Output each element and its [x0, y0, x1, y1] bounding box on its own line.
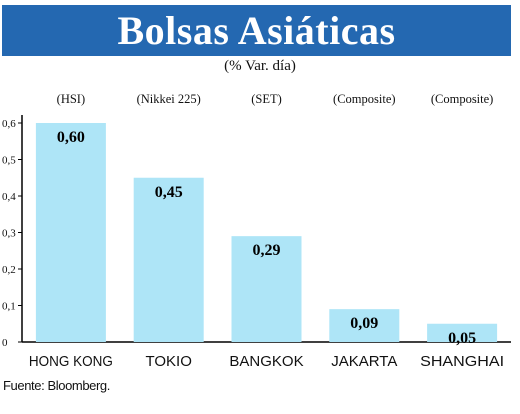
chart-subtitle: (% Var. día)	[224, 58, 296, 74]
bar	[231, 236, 302, 342]
bar-value-label: 0,05	[448, 330, 476, 347]
index-name-labels: (HSI) (Nikkei 225) (SET) (Composite) (Compos…	[57, 92, 494, 106]
bars: 0,60 0,45 0,29 0,09 0,05	[35, 123, 498, 347]
bar	[35, 123, 106, 342]
index-name-label: (HSI)	[57, 92, 85, 106]
y-tick-label: 0,2	[2, 264, 16, 276]
index-name-label: (Composite)	[431, 92, 494, 106]
bar	[133, 177, 204, 342]
index-name-label: (Composite)	[333, 92, 396, 106]
y-tick-label: 0,5	[2, 155, 16, 167]
bar-value-label: 0,60	[57, 129, 85, 146]
y-tick-label: 0	[2, 337, 8, 349]
y-tick-label: 0,1	[2, 301, 16, 313]
category-label: TOKIO	[145, 353, 191, 370]
bar-value-label: 0,09	[350, 315, 378, 332]
category-label: SHANGHAI	[420, 353, 504, 370]
bar	[427, 323, 498, 342]
index-name-label: (Nikkei 225)	[137, 92, 201, 106]
y-tick-label: 0,3	[2, 228, 16, 240]
chart-title: Bolsas Asiáticas	[117, 8, 396, 53]
category-labels: HONG KONG TOKIO BANGKOK JAKARTA SHANGHAI	[29, 353, 504, 370]
bar-value-label: 0,45	[155, 184, 183, 201]
category-label: JAKARTA	[331, 353, 397, 370]
category-label: HONG KONG	[29, 353, 113, 370]
y-tick-label: 0,6	[2, 118, 16, 130]
bar	[329, 309, 400, 342]
index-name-label: (SET)	[251, 92, 282, 106]
y-tick-label: 0,4	[2, 191, 16, 203]
bar-value-label: 0,29	[253, 242, 281, 259]
title-banner: Bolsas Asiáticas	[2, 5, 511, 56]
source-note: Fuente: Bloomberg.	[3, 378, 110, 393]
category-label: BANGKOK	[229, 353, 303, 370]
